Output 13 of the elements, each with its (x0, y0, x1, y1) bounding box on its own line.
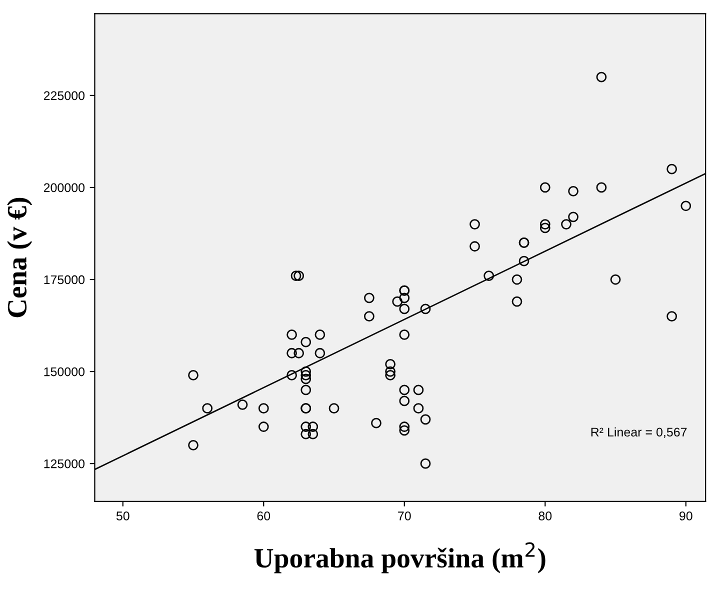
x-tick-label: 50 (116, 512, 130, 520)
x-tick-label: 90 (680, 512, 692, 520)
y-tick-label: 125000 (44, 459, 85, 468)
x-tick-label: 80 (538, 512, 552, 520)
y-tick-label: 225000 (44, 91, 85, 100)
y-tick-label: 175000 (44, 275, 85, 284)
x-tick-label: 60 (257, 512, 270, 520)
y-axis-title: Cena (v €) (7, 198, 32, 318)
annotation: R² Linear = 0,567 (591, 427, 687, 438)
x-axis-title: Uporabna površina (m$^{2}$) (254, 542, 546, 574)
y-tick-label: 150000 (44, 367, 85, 376)
x-tick-label: 70 (398, 512, 411, 520)
y-tick-label: 200000 (44, 183, 85, 192)
